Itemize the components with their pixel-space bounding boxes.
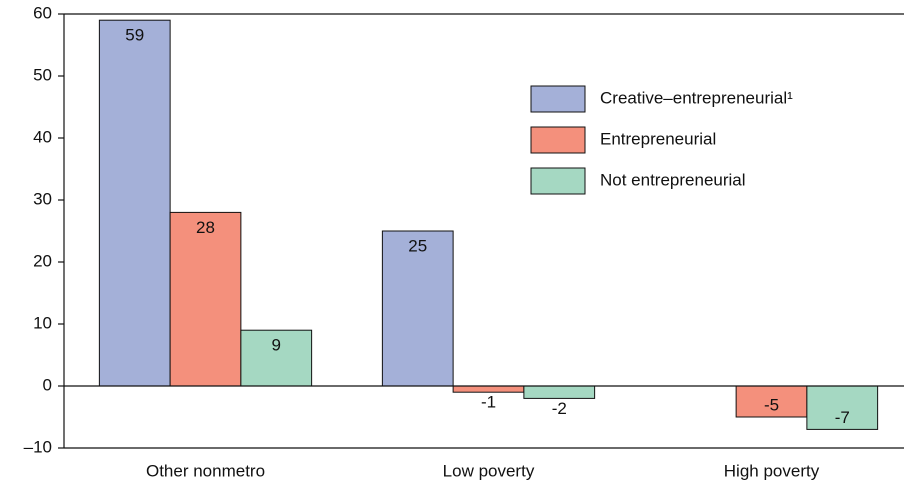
value-label: 59 bbox=[125, 26, 144, 45]
value-label: 25 bbox=[408, 236, 427, 255]
y-tick-label: 0 bbox=[43, 375, 52, 394]
value-label: -1 bbox=[481, 393, 496, 412]
bar bbox=[523, 385, 596, 399]
x-tick-label: High poverty bbox=[724, 461, 820, 480]
bar bbox=[98, 19, 171, 387]
value-label: -2 bbox=[552, 399, 567, 418]
bar bbox=[452, 385, 525, 393]
bar bbox=[240, 329, 313, 387]
y-tick-label: 60 bbox=[33, 3, 52, 22]
y-tick-label: 50 bbox=[33, 65, 52, 84]
x-tick-label: Low poverty bbox=[443, 461, 535, 480]
legend-label: Creative–entrepreneurial¹ bbox=[600, 88, 793, 107]
bar bbox=[169, 211, 242, 387]
y-tick-label: 30 bbox=[33, 189, 52, 208]
value-label: -7 bbox=[835, 408, 850, 427]
y-tick-label: 10 bbox=[33, 313, 52, 332]
y-tick-label: –10 bbox=[24, 437, 52, 456]
y-tick-label: 40 bbox=[33, 127, 52, 146]
value-label: -5 bbox=[764, 395, 779, 414]
legend-swatch bbox=[530, 167, 586, 195]
x-tick-label: Other nonmetro bbox=[146, 461, 265, 480]
legend-label: Not entrepreneurial bbox=[600, 170, 746, 189]
legend-label: Entrepreneurial bbox=[600, 129, 716, 148]
value-label: 28 bbox=[196, 218, 215, 237]
value-label: 9 bbox=[272, 336, 281, 355]
bar bbox=[806, 385, 879, 430]
legend-swatch bbox=[530, 126, 586, 154]
bar bbox=[381, 230, 454, 387]
y-tick-label: 20 bbox=[33, 251, 52, 270]
legend-swatch bbox=[530, 85, 586, 113]
